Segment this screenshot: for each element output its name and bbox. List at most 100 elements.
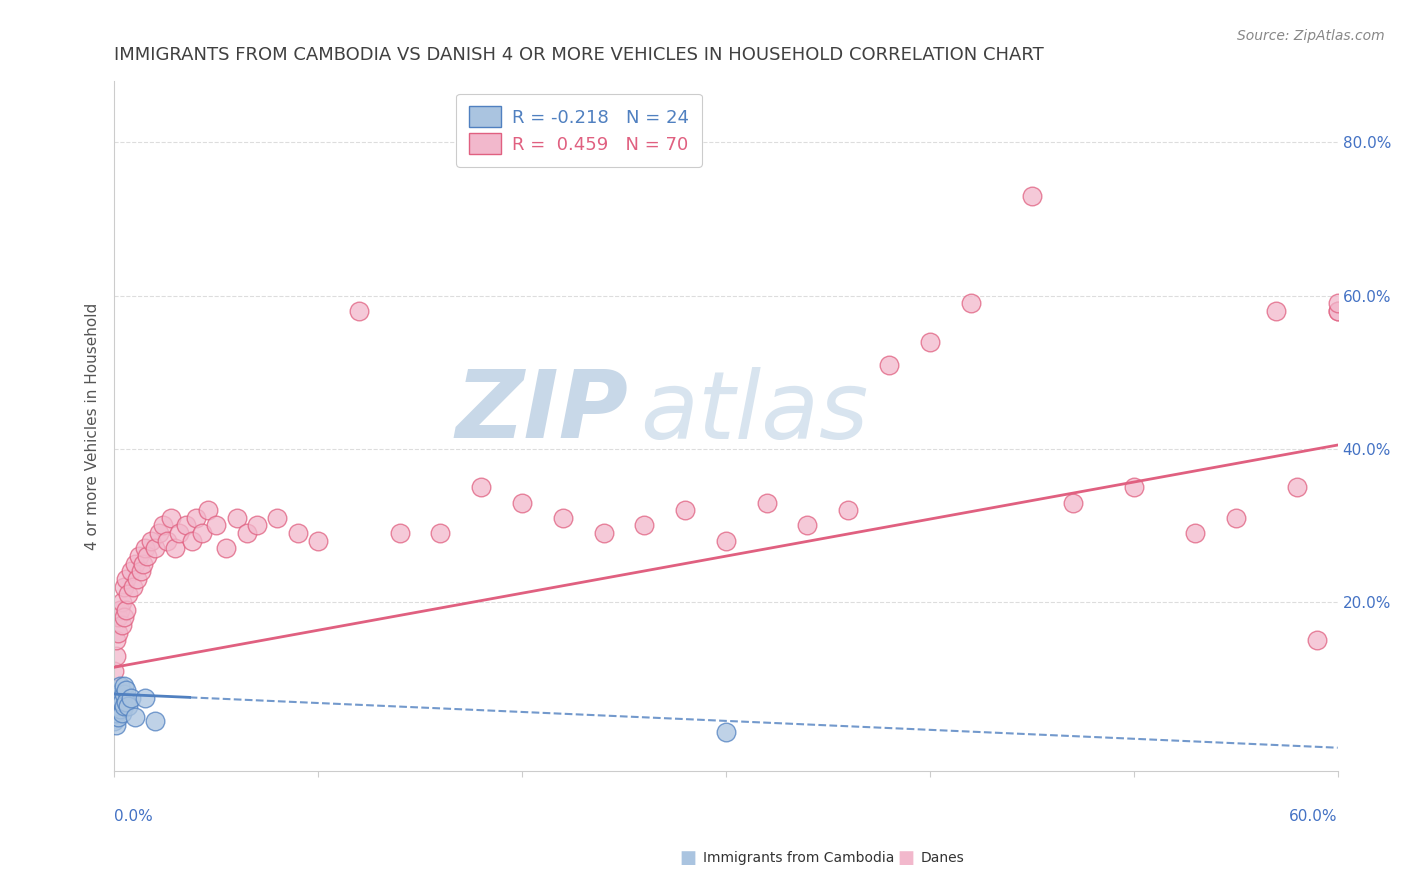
Point — [117, 698, 139, 713]
Text: ZIP: ZIP — [456, 366, 628, 458]
Point — [117, 587, 139, 601]
Point — [1306, 633, 1329, 648]
Point — [152, 518, 174, 533]
Point — [347, 304, 370, 318]
Point — [191, 526, 214, 541]
Point — [103, 664, 125, 678]
Point — [111, 595, 134, 609]
Point — [120, 565, 142, 579]
Text: 0.0%: 0.0% — [114, 809, 153, 823]
Point — [143, 541, 166, 556]
Point — [1122, 480, 1144, 494]
Legend: R = -0.218   N = 24, R =  0.459   N = 70: R = -0.218 N = 24, R = 0.459 N = 70 — [457, 94, 702, 167]
Point — [110, 702, 132, 716]
Point — [124, 710, 146, 724]
Point — [307, 533, 329, 548]
Point — [105, 695, 128, 709]
Point — [107, 698, 129, 713]
Point — [174, 518, 197, 533]
Point — [132, 557, 155, 571]
Point — [510, 495, 533, 509]
Point — [266, 511, 288, 525]
Point — [1021, 189, 1043, 203]
Point — [429, 526, 451, 541]
Point — [110, 690, 132, 705]
Point — [180, 533, 202, 548]
Point — [115, 572, 138, 586]
Point — [1326, 304, 1348, 318]
Point — [1184, 526, 1206, 541]
Point — [156, 533, 179, 548]
Point — [388, 526, 411, 541]
Point — [105, 706, 128, 721]
Point — [184, 511, 207, 525]
Point — [148, 526, 170, 541]
Point — [125, 572, 148, 586]
Point — [134, 541, 156, 556]
Point — [633, 518, 655, 533]
Point — [103, 714, 125, 728]
Point — [160, 511, 183, 525]
Text: Immigrants from Cambodia: Immigrants from Cambodia — [703, 851, 894, 865]
Point — [837, 503, 859, 517]
Point — [673, 503, 696, 517]
Point — [111, 618, 134, 632]
Point — [1265, 304, 1288, 318]
Point — [111, 706, 134, 721]
Point — [959, 296, 981, 310]
Point — [120, 690, 142, 705]
Point — [103, 702, 125, 716]
Point — [551, 511, 574, 525]
Point — [107, 710, 129, 724]
Point — [877, 358, 900, 372]
Y-axis label: 4 or more Vehicles in Household: 4 or more Vehicles in Household — [86, 302, 100, 549]
Text: 60.0%: 60.0% — [1289, 809, 1337, 823]
Point — [714, 725, 737, 739]
Point — [111, 695, 134, 709]
Point — [139, 533, 162, 548]
Point — [115, 695, 138, 709]
Point — [1285, 480, 1308, 494]
Point — [110, 603, 132, 617]
Point — [197, 503, 219, 517]
Point — [110, 680, 132, 694]
Point — [1326, 304, 1348, 318]
Text: ■: ■ — [897, 849, 914, 867]
Point — [287, 526, 309, 541]
Point — [135, 549, 157, 563]
Point — [107, 687, 129, 701]
Point — [112, 680, 135, 694]
Point — [1225, 511, 1247, 525]
Text: ■: ■ — [679, 849, 696, 867]
Point — [121, 580, 143, 594]
Point — [246, 518, 269, 533]
Point — [112, 610, 135, 624]
Point — [115, 683, 138, 698]
Point — [124, 557, 146, 571]
Point — [235, 526, 257, 541]
Point — [115, 603, 138, 617]
Point — [1062, 495, 1084, 509]
Point — [169, 526, 191, 541]
Point — [714, 533, 737, 548]
Text: atlas: atlas — [640, 367, 869, 458]
Point — [755, 495, 778, 509]
Point — [918, 334, 941, 349]
Point — [143, 714, 166, 728]
Point — [107, 610, 129, 624]
Point — [112, 580, 135, 594]
Point — [225, 511, 247, 525]
Point — [134, 690, 156, 705]
Point — [112, 698, 135, 713]
Point — [796, 518, 818, 533]
Point — [129, 565, 152, 579]
Point — [592, 526, 614, 541]
Text: Source: ZipAtlas.com: Source: ZipAtlas.com — [1237, 29, 1385, 43]
Point — [107, 625, 129, 640]
Point — [112, 687, 135, 701]
Point — [105, 633, 128, 648]
Point — [128, 549, 150, 563]
Point — [105, 717, 128, 731]
Point — [470, 480, 492, 494]
Point — [165, 541, 187, 556]
